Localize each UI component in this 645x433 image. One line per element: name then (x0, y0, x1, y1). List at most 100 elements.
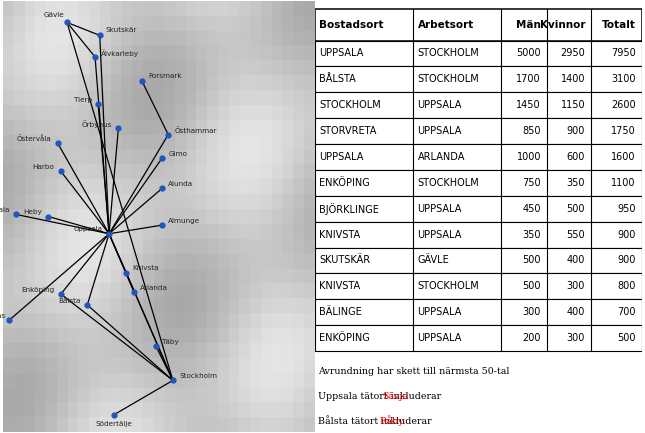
Bar (272, 105, 283, 120)
Bar (78, 31, 89, 46)
Bar (272, 179, 283, 194)
Bar (197, 373, 207, 388)
Bar (25, 417, 35, 433)
Bar (14, 179, 25, 194)
Bar (197, 75, 207, 90)
Bar (110, 358, 121, 373)
Bar (68, 343, 79, 358)
Text: Arlanda: Arlanda (140, 284, 168, 291)
Bar (315, 149, 326, 165)
Bar (197, 343, 207, 358)
Bar (35, 135, 46, 150)
Bar (283, 120, 293, 135)
Bar (25, 373, 35, 388)
Bar (207, 328, 218, 343)
Bar (46, 90, 57, 105)
Bar (272, 388, 283, 403)
Bar (57, 75, 68, 90)
Bar (164, 1, 175, 16)
Bar (250, 268, 261, 284)
Bar (239, 105, 250, 120)
Bar (207, 343, 218, 358)
Bar (78, 60, 89, 75)
Text: Tierp: Tierp (74, 97, 92, 103)
Bar (25, 328, 35, 343)
Bar (175, 388, 186, 403)
Bar (100, 388, 111, 403)
Bar (197, 284, 207, 298)
Bar (143, 373, 154, 388)
Bar (293, 149, 304, 165)
Bar (121, 224, 132, 239)
Bar (3, 388, 14, 403)
Bar (154, 194, 164, 209)
Bar (110, 388, 121, 403)
Bar (315, 16, 326, 31)
Bar (315, 432, 326, 433)
Bar (110, 60, 121, 75)
Text: 700: 700 (617, 307, 636, 317)
Bar (14, 239, 25, 254)
Bar (78, 402, 89, 417)
Bar (68, 16, 79, 31)
Bar (239, 45, 250, 61)
Bar (121, 343, 132, 358)
Bar (78, 16, 89, 31)
Bar (228, 432, 239, 433)
Bar (121, 328, 132, 343)
Bar (25, 254, 35, 269)
Bar (218, 1, 229, 16)
Bar (100, 402, 111, 417)
Bar (132, 343, 143, 358)
Bar (239, 298, 250, 313)
Bar (3, 402, 14, 417)
Bar (35, 373, 46, 388)
Bar (207, 388, 218, 403)
Bar (239, 358, 250, 373)
Bar (78, 135, 89, 150)
Bar (261, 432, 272, 433)
Bar (14, 149, 25, 165)
Bar (218, 120, 229, 135)
Bar (46, 313, 57, 328)
Bar (46, 358, 57, 373)
Bar (132, 1, 143, 16)
Bar (304, 268, 315, 284)
Bar (100, 328, 111, 343)
Bar (175, 373, 186, 388)
Bar (121, 179, 132, 194)
Bar (143, 135, 154, 150)
Bar (261, 358, 272, 373)
Bar (272, 45, 283, 61)
Bar (218, 373, 229, 388)
Bar (121, 135, 132, 150)
Bar (218, 209, 229, 224)
Bar (132, 149, 143, 165)
Bar (164, 402, 175, 417)
Bar (315, 75, 326, 90)
Bar (175, 135, 186, 150)
Text: 7950: 7950 (611, 48, 636, 58)
Bar (14, 284, 25, 298)
Bar (261, 224, 272, 239)
Bar (68, 75, 79, 90)
Bar (218, 194, 229, 209)
Bar (25, 313, 35, 328)
Bar (304, 75, 315, 90)
Bar (100, 1, 111, 16)
Text: 350: 350 (522, 229, 541, 239)
Bar (186, 343, 197, 358)
Text: 900: 900 (617, 229, 636, 239)
Text: UPPSALA: UPPSALA (417, 229, 462, 239)
Bar (239, 31, 250, 46)
Bar (164, 149, 175, 165)
Bar (186, 45, 197, 61)
Text: 600: 600 (567, 152, 585, 162)
Bar (154, 60, 164, 75)
Bar (100, 268, 111, 284)
Bar (143, 328, 154, 343)
Bar (121, 90, 132, 105)
Bar (14, 343, 25, 358)
Bar (154, 179, 164, 194)
Bar (121, 105, 132, 120)
